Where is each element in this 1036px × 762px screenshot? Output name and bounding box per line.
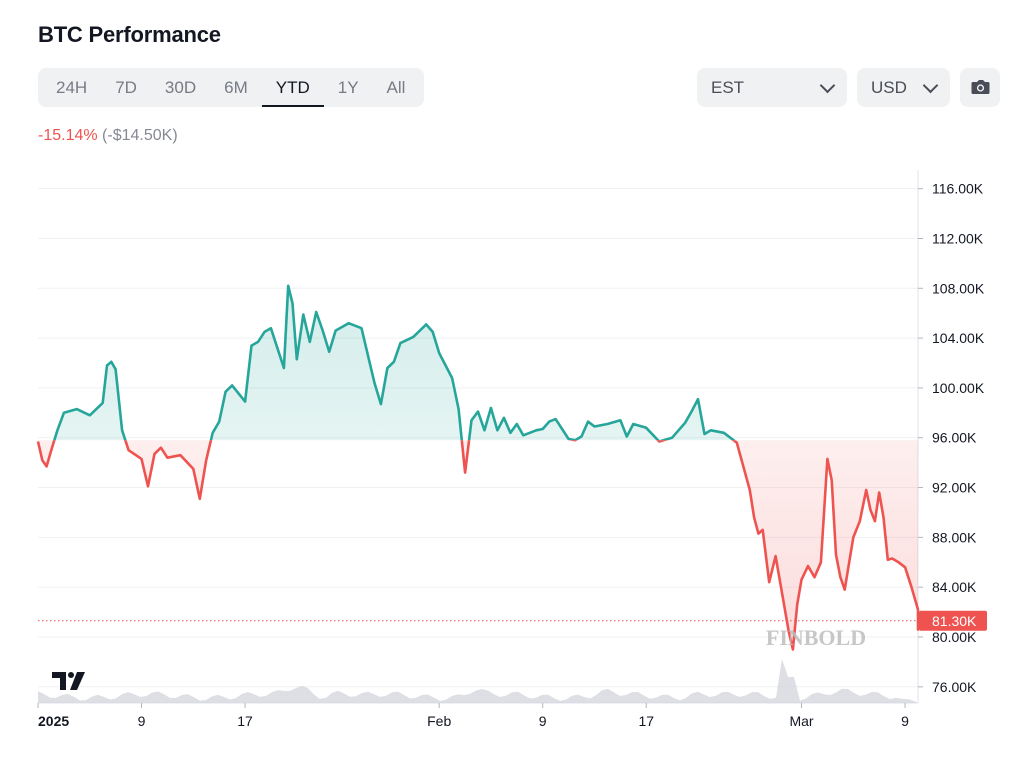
x-tick-label: 9 — [901, 713, 909, 729]
tab-ytd[interactable]: YTD — [261, 68, 324, 107]
volume-area — [38, 659, 918, 703]
tab-1y[interactable]: 1Y — [337, 78, 359, 97]
currency-select[interactable]: USD — [857, 68, 950, 107]
x-tick-label: Mar — [789, 713, 813, 729]
tab-30d[interactable]: 30D — [164, 78, 197, 97]
area-fill-down — [38, 440, 918, 650]
tab-24h[interactable]: 24H — [56, 78, 88, 97]
price-line-up — [52, 284, 736, 441]
page-title: BTC Performance — [38, 22, 221, 47]
y-tick-label: 100.00K — [932, 380, 985, 396]
price-line-down — [36, 440, 920, 651]
y-tick-label: 112.00K — [932, 230, 984, 246]
timezone-select[interactable]: EST — [697, 68, 847, 107]
area-fill — [38, 285, 918, 650]
y-tick-label: 80.00K — [932, 629, 977, 645]
current-price-label: 81.30K — [932, 613, 977, 629]
performance-percent: -15.14% — [38, 127, 98, 144]
timezone-select-value: EST — [711, 77, 745, 97]
y-tick-label: 104.00K — [932, 330, 985, 346]
performance-summary: -15.14% (-$14.50K) — [38, 127, 178, 145]
currency-select-value: USD — [871, 77, 907, 97]
finbold-watermark: FINBOLD — [766, 625, 866, 650]
y-tick-label: 76.00K — [932, 679, 977, 695]
y-tick-label: 116.00K — [932, 181, 984, 197]
tab-7d[interactable]: 7D — [115, 78, 137, 97]
y-tick-label: 96.00K — [932, 430, 977, 446]
price-line — [36, 284, 920, 651]
tab-6m[interactable]: 6M — [224, 78, 248, 97]
y-tick-label: 92.00K — [932, 480, 977, 496]
x-tick-label: 2025 — [38, 713, 69, 729]
range-tabs: 24H 7D 30D 6M YTD 1Y All — [38, 68, 424, 107]
camera-icon — [971, 80, 990, 94]
x-tick-label: 9 — [138, 713, 146, 729]
volume-bars — [38, 659, 918, 703]
camera-button[interactable] — [960, 68, 1000, 107]
y-tick-label: 88.00K — [932, 529, 977, 545]
y-tick-label: 84.00K — [932, 579, 977, 595]
x-axis: 2025 9 17 Feb 9 17 Mar 9 — [37, 703, 909, 729]
y-axis: 116.00K 112.00K 108.00K 104.00K 100.00K 96.00… — [918, 181, 985, 695]
current-price-badge — [919, 610, 987, 631]
performance-absolute: (-$14.50K) — [102, 127, 178, 144]
x-tick-label: 17 — [638, 713, 654, 729]
tradingview-logo — [52, 672, 85, 690]
tab-all[interactable]: All — [386, 78, 406, 97]
svg-text:FINBOLD: FINBOLD — [766, 625, 866, 650]
x-tick-label: 17 — [237, 713, 253, 729]
x-tick-label: Feb — [427, 713, 451, 729]
current-price-marker: 81.30K — [38, 610, 987, 631]
y-tick-label: 108.00K — [932, 280, 985, 296]
x-tick-label: 9 — [539, 713, 547, 729]
